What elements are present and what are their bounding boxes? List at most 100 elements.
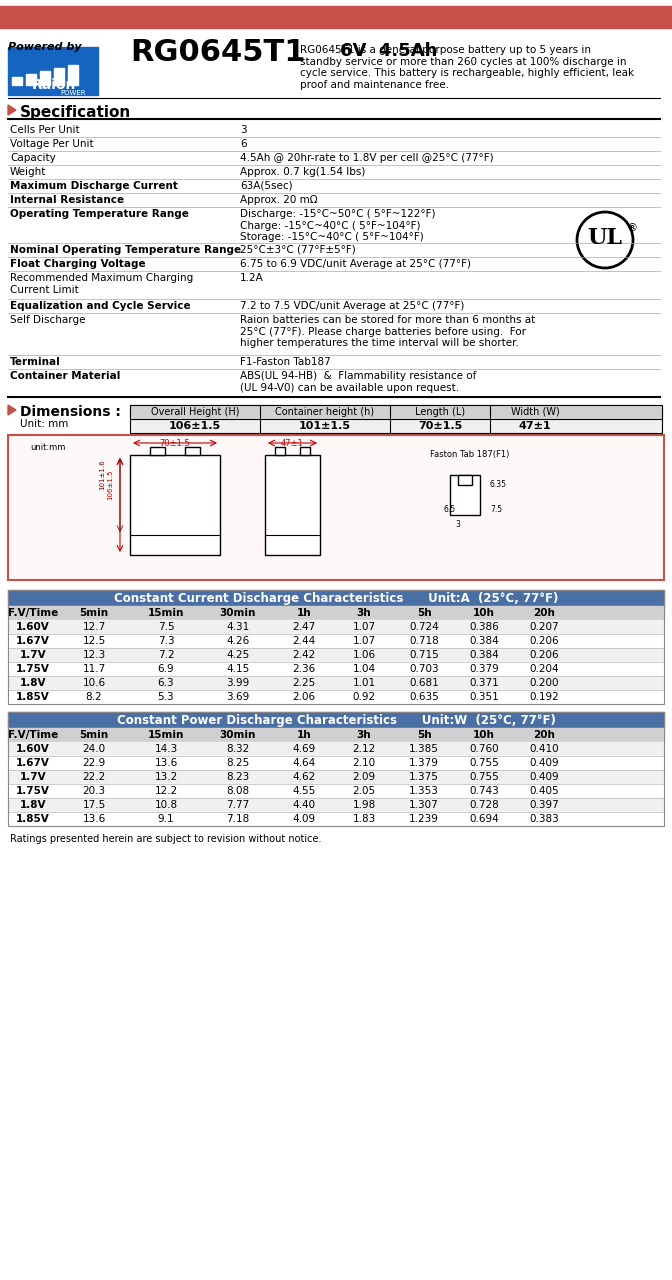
Text: 8.23: 8.23 bbox=[226, 772, 249, 782]
Text: 10.8: 10.8 bbox=[155, 800, 177, 810]
Text: 1.8V: 1.8V bbox=[19, 678, 46, 689]
Bar bbox=[265, 454, 320, 556]
Bar bbox=[8, 676, 664, 690]
Text: 47±1: 47±1 bbox=[519, 421, 551, 431]
Text: Container Material: Container Material bbox=[10, 371, 120, 381]
Text: 1.7V: 1.7V bbox=[19, 772, 46, 782]
Text: 4.25: 4.25 bbox=[226, 650, 249, 660]
Text: 1.375: 1.375 bbox=[409, 772, 439, 782]
Text: 2.36: 2.36 bbox=[292, 664, 316, 675]
Text: 1.353: 1.353 bbox=[409, 786, 439, 796]
Bar bbox=[8, 590, 664, 605]
Bar bbox=[130, 404, 662, 433]
Text: 3h: 3h bbox=[357, 608, 372, 618]
Text: 20h: 20h bbox=[533, 730, 555, 740]
Text: 25°C±3°C (77°F±5°F): 25°C±3°C (77°F±5°F) bbox=[240, 244, 355, 255]
Text: 1.60V: 1.60V bbox=[16, 744, 50, 754]
Text: 13.2: 13.2 bbox=[155, 772, 177, 782]
Text: 0.200: 0.200 bbox=[530, 678, 558, 689]
Bar bbox=[8, 812, 664, 826]
Text: 4.09: 4.09 bbox=[292, 814, 316, 824]
Text: 1h: 1h bbox=[296, 608, 311, 618]
Text: 1.75V: 1.75V bbox=[16, 786, 50, 796]
Text: 8.2: 8.2 bbox=[86, 692, 102, 701]
Bar bbox=[150, 447, 165, 454]
Text: 1.67V: 1.67V bbox=[16, 758, 50, 768]
Bar bbox=[8, 590, 664, 704]
Text: 20h: 20h bbox=[533, 608, 555, 618]
Text: 1.07: 1.07 bbox=[352, 622, 376, 632]
Text: Maximum Discharge Current: Maximum Discharge Current bbox=[10, 180, 178, 191]
Text: Unit: mm: Unit: mm bbox=[20, 419, 69, 429]
Text: F.V/Time: F.V/Time bbox=[8, 730, 58, 740]
Text: 4.69: 4.69 bbox=[292, 744, 316, 754]
Text: 3h: 3h bbox=[357, 730, 372, 740]
Text: 10.6: 10.6 bbox=[83, 678, 106, 689]
Text: 30min: 30min bbox=[220, 608, 256, 618]
Text: 4.5Ah @ 20hr-rate to 1.8V per cell @25°C (77°F): 4.5Ah @ 20hr-rate to 1.8V per cell @25°C… bbox=[240, 154, 494, 163]
Text: 1.8V: 1.8V bbox=[19, 800, 46, 810]
Text: 0.386: 0.386 bbox=[469, 622, 499, 632]
Text: 22.2: 22.2 bbox=[83, 772, 106, 782]
Bar bbox=[8, 605, 664, 620]
Text: 1.60V: 1.60V bbox=[16, 622, 50, 632]
Text: 1.67V: 1.67V bbox=[16, 636, 50, 646]
Text: 0.206: 0.206 bbox=[529, 636, 559, 646]
Bar bbox=[0, 6, 672, 28]
Text: Terminal: Terminal bbox=[10, 357, 60, 367]
Text: 0.383: 0.383 bbox=[529, 814, 559, 824]
Text: 17.5: 17.5 bbox=[83, 800, 106, 810]
Text: 0.192: 0.192 bbox=[529, 692, 559, 701]
Text: Approx. 20 mΩ: Approx. 20 mΩ bbox=[240, 195, 318, 205]
Text: Self Discharge: Self Discharge bbox=[10, 315, 85, 325]
Bar bbox=[458, 475, 472, 485]
Text: Voltage Per Unit: Voltage Per Unit bbox=[10, 140, 93, 148]
Text: Dimensions :: Dimensions : bbox=[20, 404, 121, 419]
Text: 0.206: 0.206 bbox=[529, 650, 559, 660]
Text: 0.760: 0.760 bbox=[469, 744, 499, 754]
Bar bbox=[275, 447, 285, 454]
Text: UL: UL bbox=[587, 227, 622, 250]
Text: Approx. 0.7 kg(1.54 lbs): Approx. 0.7 kg(1.54 lbs) bbox=[240, 166, 366, 177]
Text: 7.77: 7.77 bbox=[226, 800, 249, 810]
Text: ABS(UL 94-HB)  &  Flammability resistance of
(UL 94-V0) can be available upon re: ABS(UL 94-HB) & Flammability resistance … bbox=[240, 371, 476, 393]
Text: Width (W): Width (W) bbox=[511, 407, 559, 417]
Text: 0.694: 0.694 bbox=[469, 814, 499, 824]
Text: 1.85V: 1.85V bbox=[16, 814, 50, 824]
Text: Container height (h): Container height (h) bbox=[276, 407, 374, 417]
Text: unit:mm: unit:mm bbox=[30, 443, 65, 452]
Text: 13.6: 13.6 bbox=[83, 814, 106, 824]
Text: 1.85V: 1.85V bbox=[16, 692, 50, 701]
Bar bbox=[130, 419, 662, 433]
Text: 22.9: 22.9 bbox=[83, 758, 106, 768]
Text: 1.2A: 1.2A bbox=[240, 273, 263, 283]
Text: 0.207: 0.207 bbox=[529, 622, 559, 632]
Text: 0.409: 0.409 bbox=[529, 758, 559, 768]
Text: Recommended Maximum Charging
Current Limit: Recommended Maximum Charging Current Lim… bbox=[10, 273, 194, 294]
Text: Faston Tab 187(F1): Faston Tab 187(F1) bbox=[430, 451, 509, 460]
Text: 8.08: 8.08 bbox=[226, 786, 249, 796]
Bar bbox=[185, 447, 200, 454]
Text: Powered by: Powered by bbox=[8, 42, 81, 52]
Text: 1.385: 1.385 bbox=[409, 744, 439, 754]
Text: 5.3: 5.3 bbox=[158, 692, 174, 701]
Text: 0.681: 0.681 bbox=[409, 678, 439, 689]
Text: 4.40: 4.40 bbox=[292, 800, 316, 810]
Text: POWER: POWER bbox=[60, 90, 85, 96]
Text: 2.09: 2.09 bbox=[352, 772, 376, 782]
Text: 0.379: 0.379 bbox=[469, 664, 499, 675]
Text: 7.18: 7.18 bbox=[226, 814, 249, 824]
Text: 70±1.5: 70±1.5 bbox=[418, 421, 462, 431]
Text: RG0645T1: RG0645T1 bbox=[130, 38, 306, 67]
Text: Constant Power Discharge Characteristics      Unit:W  (25°C, 77°F): Constant Power Discharge Characteristics… bbox=[116, 714, 556, 727]
Text: 1h: 1h bbox=[296, 730, 311, 740]
Text: ®: ® bbox=[626, 223, 638, 233]
Text: 1.83: 1.83 bbox=[352, 814, 376, 824]
Text: 0.724: 0.724 bbox=[409, 622, 439, 632]
Text: 4.55: 4.55 bbox=[292, 786, 316, 796]
Text: Equalization and Cycle Service: Equalization and Cycle Service bbox=[10, 301, 191, 311]
Text: 12.7: 12.7 bbox=[83, 622, 106, 632]
Text: 1.04: 1.04 bbox=[352, 664, 376, 675]
Text: 4.31: 4.31 bbox=[226, 622, 249, 632]
Text: 10h: 10h bbox=[473, 730, 495, 740]
